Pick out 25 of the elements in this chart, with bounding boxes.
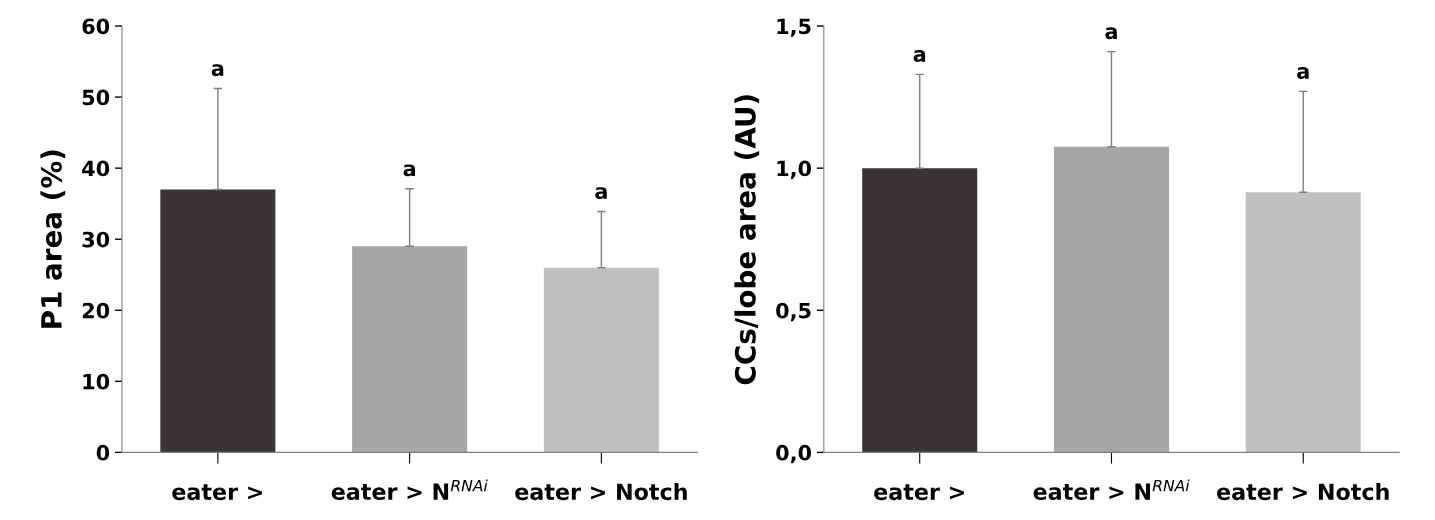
- y-tick-label: 0,5: [776, 302, 811, 322]
- x-tick-label: eater > N$^{RNAi}$: [331, 479, 488, 501]
- annotation: a: [595, 187, 607, 200]
- y-tick-label: 0,0: [776, 444, 812, 464]
- y-tick-label: 10: [83, 373, 110, 390]
- x-tick-label: eater > Notch: [1217, 482, 1389, 501]
- y-tick-label: 30: [82, 231, 110, 248]
- x-tick-label: eater >: [172, 484, 263, 501]
- y-tick-label: 50: [82, 89, 110, 106]
- x-tick-label: eater >: [874, 484, 964, 501]
- y-tick-label: 1,5: [777, 18, 811, 37]
- y-tick-label: 0: [96, 444, 110, 461]
- annotation: a: [403, 164, 416, 177]
- y-tick-label: 20: [82, 302, 110, 319]
- y-axis-title: P1 area (%): [40, 150, 66, 328]
- y-tick-label: 60: [82, 18, 110, 35]
- y-tick-label: 1,0: [777, 160, 812, 180]
- x-tick-label: eater > N$^{RNAi}$: [1033, 479, 1190, 501]
- annotation: a: [913, 49, 926, 62]
- x-tick-label: eater > Notch: [515, 482, 687, 501]
- y-tick-label: 40: [82, 160, 110, 177]
- annotation: a: [1105, 27, 1117, 40]
- annotation: a: [211, 64, 224, 77]
- annotation: a: [1297, 67, 1309, 80]
- y-axis-title: CCs/lobe area (AU): [734, 95, 760, 385]
